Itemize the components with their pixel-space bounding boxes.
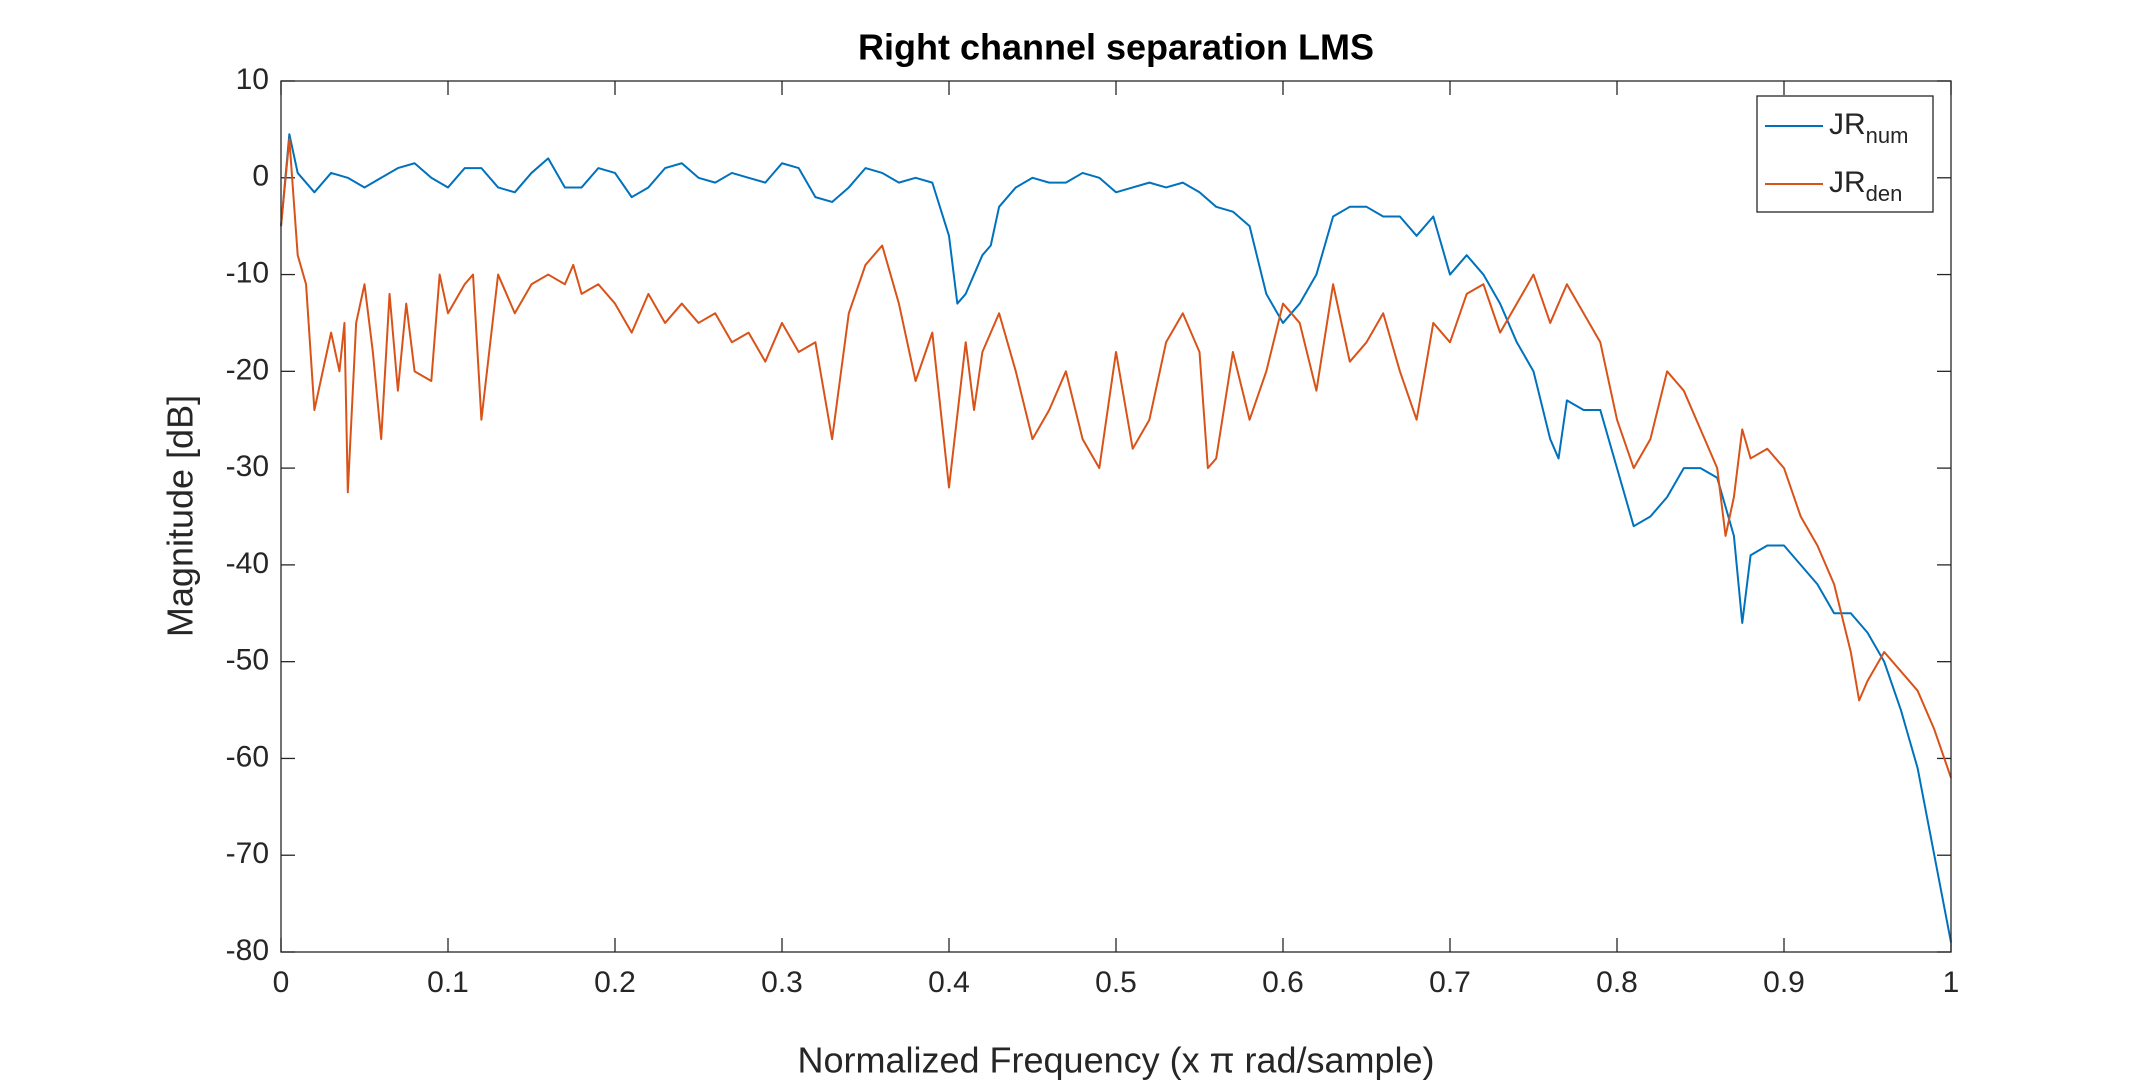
axes-box [280, 80, 1952, 953]
legend-box [1756, 95, 1934, 213]
y-tick-label: -30 [226, 450, 269, 483]
legend-subscript: den [1866, 181, 1903, 206]
y-axis-label: Magnitude [dB] [160, 395, 201, 637]
x-tick-label: 0.8 [1596, 966, 1638, 999]
x-tick-label: 0 [273, 966, 290, 999]
x-tick-label: 0.3 [761, 966, 803, 999]
y-tick-label: -80 [226, 934, 269, 967]
legend-label: JRden [1829, 166, 1902, 206]
legend-subscript: num [1866, 123, 1909, 148]
y-tick-label: -50 [226, 644, 269, 677]
legend-name: JR [1829, 108, 1866, 141]
data-line [280, 133, 1952, 943]
x-tick-label: 0.5 [1095, 966, 1137, 999]
x-axis-label: Normalized Frequency (x π rad/sample) [797, 1040, 1434, 1080]
y-tick-label: -40 [226, 547, 269, 580]
x-tick-label: 1 [1943, 966, 1960, 999]
x-tick-label: 0.6 [1262, 966, 1304, 999]
x-tick-label: 0.4 [928, 966, 970, 999]
x-tick-label: 0.9 [1763, 966, 1805, 999]
legend-name: JR [1829, 166, 1866, 199]
y-tick-label: -20 [226, 353, 269, 386]
y-tick-label: 10 [236, 63, 269, 96]
x-tick-label: 0.7 [1429, 966, 1471, 999]
y-tick-label: -10 [226, 256, 269, 289]
y-tick-label: -60 [226, 740, 269, 773]
legend-label: JRnum [1829, 108, 1908, 148]
x-tick-label: 0.2 [594, 966, 636, 999]
y-tick-label: -70 [226, 837, 269, 870]
plot-area [281, 81, 1951, 952]
data-line [280, 138, 1952, 779]
y-tick-label: 0 [252, 160, 269, 193]
chart-title: Right channel separation LMS [858, 27, 1374, 68]
x-tick-label: 0.1 [427, 966, 469, 999]
